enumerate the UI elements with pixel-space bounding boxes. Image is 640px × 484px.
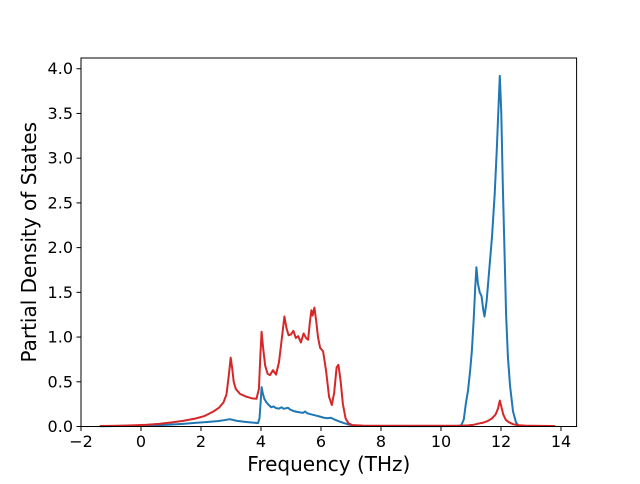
y-tick-label: 0.0 xyxy=(48,417,73,436)
y-axis-ticks: 0.0 0.5 1.0 1.5 2.0 2.5 3.0 3.5 4.0 xyxy=(48,59,81,436)
y-tick-label: 3.5 xyxy=(48,104,73,123)
x-tick-label: 6 xyxy=(316,432,326,451)
y-tick-label: 2.0 xyxy=(48,238,73,257)
y-tick-label: 3.0 xyxy=(48,149,73,168)
x-tick-label: 12 xyxy=(491,432,511,451)
y-tick-label: 1.0 xyxy=(48,328,73,347)
y-tick-label: 1.5 xyxy=(48,283,73,302)
y-tick-label: 4.0 xyxy=(48,59,73,78)
x-axis-ticks: −2 0 2 4 6 8 10 12 14 xyxy=(69,426,571,451)
blue-series-line xyxy=(99,74,520,428)
x-tick-label: 2 xyxy=(196,432,206,451)
x-tick-label: 0 xyxy=(136,432,146,451)
axes-frame xyxy=(80,57,578,427)
y-tick-label: 0.5 xyxy=(48,372,73,391)
x-tick-label: 4 xyxy=(256,432,266,451)
series-group xyxy=(99,74,556,428)
y-tick-label: 2.5 xyxy=(48,193,73,212)
x-tick-label: 8 xyxy=(376,432,386,451)
y-axis-label: Partial Density of States xyxy=(17,122,41,363)
x-tick-label: −2 xyxy=(69,432,93,451)
x-tick-label: 10 xyxy=(431,432,451,451)
x-axis-label: Frequency (THz) xyxy=(247,452,410,476)
red-series-line xyxy=(99,306,556,428)
x-tick-label: 14 xyxy=(551,432,571,451)
